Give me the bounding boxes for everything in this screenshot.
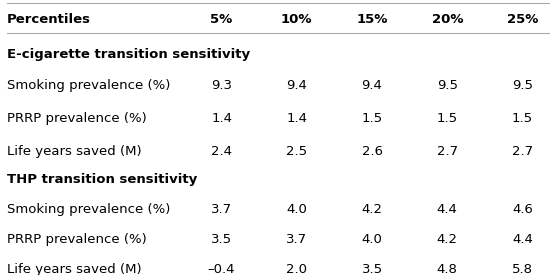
Text: 4.4: 4.4 xyxy=(437,203,458,216)
Text: Life years saved (M): Life years saved (M) xyxy=(7,263,142,275)
Text: Life years saved (M): Life years saved (M) xyxy=(7,145,142,158)
Text: Smoking prevalence (%): Smoking prevalence (%) xyxy=(7,203,170,216)
Text: 9.5: 9.5 xyxy=(512,79,533,92)
Text: 9.5: 9.5 xyxy=(437,79,458,92)
Text: 2.7: 2.7 xyxy=(512,145,533,158)
Text: –0.4: –0.4 xyxy=(208,263,235,275)
Text: 15%: 15% xyxy=(356,13,388,26)
Text: 1.5: 1.5 xyxy=(512,112,533,125)
Text: E-cigarette transition sensitivity: E-cigarette transition sensitivity xyxy=(7,48,250,61)
Text: 2.7: 2.7 xyxy=(436,145,458,158)
Text: 3.7: 3.7 xyxy=(286,233,307,246)
Text: 4.0: 4.0 xyxy=(286,203,307,216)
Text: 9.4: 9.4 xyxy=(361,79,383,92)
Text: 3.5: 3.5 xyxy=(361,263,383,275)
Text: 10%: 10% xyxy=(281,13,312,26)
Text: 4.2: 4.2 xyxy=(361,203,383,216)
Text: PRRP prevalence (%): PRRP prevalence (%) xyxy=(7,112,147,125)
Text: 1.5: 1.5 xyxy=(436,112,458,125)
Text: 3.7: 3.7 xyxy=(211,203,232,216)
Text: Smoking prevalence (%): Smoking prevalence (%) xyxy=(7,79,170,92)
Text: 9.4: 9.4 xyxy=(286,79,307,92)
Text: 20%: 20% xyxy=(431,13,463,26)
Text: 1.4: 1.4 xyxy=(211,112,232,125)
Text: PRRP prevalence (%): PRRP prevalence (%) xyxy=(7,233,147,246)
Text: 2.5: 2.5 xyxy=(286,145,307,158)
Text: 4.8: 4.8 xyxy=(437,263,458,275)
Text: 1.4: 1.4 xyxy=(286,112,307,125)
Text: Percentiles: Percentiles xyxy=(7,13,91,26)
Text: 2.6: 2.6 xyxy=(361,145,383,158)
Text: 1.5: 1.5 xyxy=(361,112,383,125)
Text: THP transition sensitivity: THP transition sensitivity xyxy=(7,172,197,186)
Text: 2.0: 2.0 xyxy=(286,263,307,275)
Text: 4.0: 4.0 xyxy=(361,233,383,246)
Text: 5%: 5% xyxy=(211,13,233,26)
Text: 2.4: 2.4 xyxy=(211,145,232,158)
Text: 3.5: 3.5 xyxy=(211,233,232,246)
Text: 4.6: 4.6 xyxy=(512,203,533,216)
Text: 9.3: 9.3 xyxy=(211,79,232,92)
Text: 25%: 25% xyxy=(507,13,538,26)
Text: 4.4: 4.4 xyxy=(512,233,533,246)
Text: 4.2: 4.2 xyxy=(437,233,458,246)
Text: 5.8: 5.8 xyxy=(512,263,533,275)
